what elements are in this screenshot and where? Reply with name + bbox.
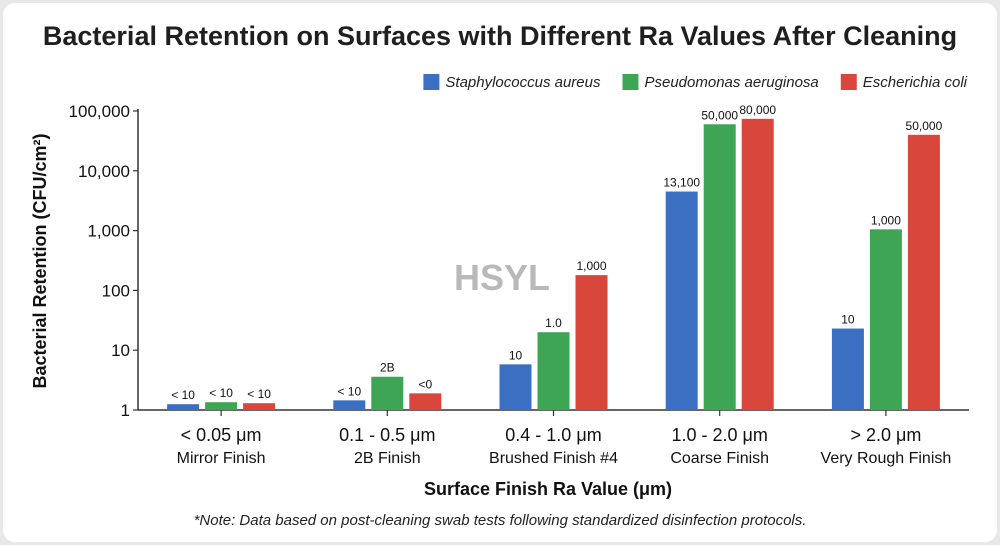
legend: Escherichia coli Pseudomonas aeruginosa St… — [423, 74, 968, 91]
bar — [703, 124, 736, 411]
data-label: 10 — [841, 313, 855, 327]
data-label: 80,000 — [739, 103, 776, 117]
bar — [205, 402, 238, 410]
bar — [741, 118, 774, 410]
bar — [831, 328, 864, 410]
bar — [499, 364, 532, 410]
y-tick-label: 10,000 — [78, 162, 130, 181]
bar — [537, 332, 570, 410]
data-label: 1,000 — [576, 259, 606, 273]
footnote: *Note: Data based on post-cleaning swab … — [194, 512, 807, 529]
data-label: 50,000 — [906, 119, 943, 133]
y-tick-label: 100,000 — [69, 102, 130, 121]
legend-label: Pseudomonas aeruginosa — [644, 74, 818, 91]
bar — [665, 191, 698, 410]
x-tick-sublabel: Mirror Finish — [177, 450, 266, 467]
bar — [167, 404, 200, 410]
legend-swatch — [423, 74, 440, 90]
bar — [869, 229, 902, 410]
legend-swatch — [840, 74, 857, 90]
bar — [575, 275, 608, 410]
data-label: < 10 — [247, 387, 271, 401]
y-tick-label: 100 — [102, 281, 130, 300]
data-label: 13,100 — [663, 176, 700, 190]
x-tick-label: 0.4 - 1.0 μm — [505, 425, 601, 445]
y-tick-label: 1,000 — [87, 222, 130, 241]
y-tick-label: 1 — [121, 401, 130, 420]
bar — [333, 400, 366, 410]
y-axis-title: Bacterial Retention (CFU/cm²) — [30, 133, 50, 388]
legend-label: Escherichia coli — [863, 74, 968, 91]
data-label: < 10 — [171, 388, 195, 402]
y-tick-label: 10 — [111, 341, 130, 360]
legend-swatch — [622, 74, 639, 90]
chart-title: Bacterial Retention on Surfaces with Dif… — [43, 21, 957, 51]
data-label: 10 — [509, 348, 523, 362]
x-tick-label: < 0.05 μm — [181, 425, 262, 445]
data-label: < 10 — [209, 386, 233, 400]
x-axis-title: Surface Finish Ra Value (μm) — [424, 479, 672, 499]
data-label: 1,000 — [871, 213, 901, 227]
data-label: 50,000 — [701, 108, 738, 122]
watermark: HSYL — [454, 257, 550, 298]
bar — [409, 393, 442, 410]
x-tick-sublabel: 2B Finish — [354, 450, 421, 467]
data-label: <0 — [418, 377, 432, 391]
x-tick-sublabel: Brushed Finish #4 — [489, 450, 618, 467]
data-label: < 10 — [337, 384, 361, 398]
bar — [371, 376, 404, 410]
plot-area: 1 10 100 1,000 10,000 100,000 < 0.05 μm Mirror … — [69, 102, 969, 467]
x-tick-label: 1.0 - 2.0 μm — [671, 425, 767, 445]
x-tick-sublabel: Coarse Finish — [670, 450, 769, 467]
chart-card: Bacterial Retention on Surfaces with Dif… — [3, 3, 997, 542]
x-tick-sublabel: Very Rough Finish — [821, 450, 952, 467]
data-label: 2B — [380, 361, 395, 375]
bar — [907, 134, 940, 410]
x-tick-label: > 2.0 μm — [850, 425, 921, 445]
bar — [243, 403, 276, 410]
bar-chart: Bacterial Retention on Surfaces with Dif… — [30, 21, 969, 529]
x-tick-label: 0.1 - 0.5 μm — [339, 425, 435, 445]
data-label: 1.0 — [545, 316, 562, 330]
legend-label: Staphylococcus aureus — [445, 74, 601, 91]
